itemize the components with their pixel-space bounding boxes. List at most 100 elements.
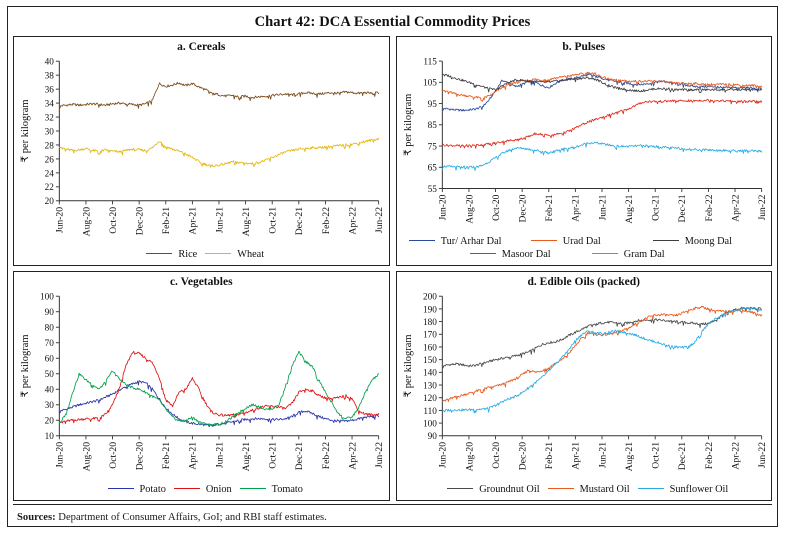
legend-swatch-icon — [107, 488, 134, 489]
legend-item: Mustard Oil — [540, 484, 630, 495]
svg-text:Apr-22: Apr-22 — [731, 442, 741, 470]
svg-text:150: 150 — [423, 356, 437, 366]
svg-chart-edible-oils: 90 100 110 120 130 140 150 160 170 180 190 200 ₹ per… — [402, 292, 768, 472]
chart-outer-frame: Chart 42: DCA Essential Commodity Prices… — [7, 6, 778, 527]
svg-text:Oct-20: Oct-20 — [491, 194, 501, 221]
legend-swatch-icon — [239, 488, 266, 489]
svg-text:Jun-21: Jun-21 — [598, 442, 608, 468]
svg-text:Dec-21: Dec-21 — [295, 207, 305, 236]
svg-text:Aug-20: Aug-20 — [82, 207, 92, 237]
svg-text:40: 40 — [45, 57, 55, 67]
legend-swatch-icon — [652, 240, 679, 241]
legend-edible-oils: Groundnut Oil Mustard Oil Sunflower Oil — [397, 483, 772, 500]
svg-text:Aug-20: Aug-20 — [82, 442, 92, 472]
svg-text:Aug-20: Aug-20 — [465, 194, 475, 223]
legend-swatch-icon — [408, 240, 435, 241]
svg-text:Feb-21: Feb-21 — [162, 207, 172, 235]
svg-text:Apr-21: Apr-21 — [571, 194, 581, 222]
svg-text:Jun-20: Jun-20 — [438, 194, 448, 220]
svg-text:Apr-21: Apr-21 — [571, 442, 581, 470]
legend-swatch-icon — [205, 253, 232, 254]
svg-text:Apr-22: Apr-22 — [731, 194, 741, 222]
svg-text:100: 100 — [423, 419, 437, 429]
svg-text:Aug-21: Aug-21 — [625, 194, 635, 223]
svg-text:190: 190 — [423, 305, 437, 315]
svg-text:Dec-20: Dec-20 — [518, 442, 528, 471]
svg-text:90: 90 — [45, 308, 55, 318]
panel-cereals: a. Cereals 20 22 24 26 28 30 32 34 36 38 40 ₹ per k… — [13, 36, 390, 266]
svg-text:110: 110 — [423, 407, 437, 417]
svg-text:70: 70 — [45, 339, 55, 349]
svg-text:115: 115 — [423, 57, 437, 67]
legend-label: Tur/ Arhar Dal — [440, 236, 502, 247]
legend-swatch-icon — [173, 488, 200, 489]
svg-text:65: 65 — [427, 164, 437, 174]
svg-text:Jun-22: Jun-22 — [375, 442, 385, 468]
svg-text:Jun-22: Jun-22 — [758, 442, 768, 468]
legend-label: Groundnut Oil — [479, 484, 540, 495]
svg-text:Jun-21: Jun-21 — [598, 194, 608, 220]
legend-item: Onion — [166, 484, 232, 495]
svg-text:Oct-21: Oct-21 — [269, 207, 279, 234]
svg-text:₹ per kilogram: ₹ per kilogram — [402, 334, 413, 397]
legend-label: Potato — [139, 484, 166, 495]
panel-pulses: b. Pulses 55 65 75 85 95 105 115 ₹ per kilogram… — [395, 36, 772, 266]
panel-title-pulses: b. Pulses — [562, 41, 606, 53]
svg-text:Feb-22: Feb-22 — [704, 442, 714, 470]
legend-vegetables: Potato Onion Tomato — [14, 483, 389, 500]
panel-title-edible-oils: d. Edible Oils (packed) — [527, 276, 640, 288]
svg-text:Jun-21: Jun-21 — [215, 442, 225, 468]
svg-text:Aug-20: Aug-20 — [465, 442, 475, 472]
plot-pulses: 55 65 75 85 95 105 115 ₹ per kilogram Jun-20 Aug-… — [397, 53, 772, 235]
svg-text:Dec-20: Dec-20 — [136, 442, 146, 471]
svg-text:Apr-22: Apr-22 — [349, 207, 359, 235]
legend-label: Mustard Oil — [579, 484, 630, 495]
legend-label: Wheat — [237, 249, 265, 260]
legend-swatch-icon — [469, 253, 496, 254]
footer-divider — [13, 504, 772, 505]
source-text: Department of Consumer Affairs, GoI; and… — [55, 512, 327, 523]
svg-text:Oct-21: Oct-21 — [269, 442, 279, 469]
svg-text:₹ per kilogram: ₹ per kilogram — [402, 94, 413, 156]
chart-grid: a. Cereals 20 22 24 26 28 30 32 34 36 38 40 ₹ per k… — [13, 36, 772, 501]
svg-text:80: 80 — [45, 323, 55, 333]
legend-item: Rice — [138, 249, 197, 260]
legend-item: Tur/ Arhar Dal — [401, 236, 523, 247]
panel-edible-oils: d. Edible Oils (packed) 90 100 110 120 130 14… — [395, 271, 772, 501]
page-title: Chart 42: DCA Essential Commodity Prices — [254, 14, 531, 30]
legend-label: Onion — [205, 484, 232, 495]
svg-text:130: 130 — [423, 381, 437, 391]
svg-text:Jun-20: Jun-20 — [56, 207, 66, 233]
svg-text:10: 10 — [45, 432, 55, 442]
svg-text:160: 160 — [423, 343, 437, 353]
svg-chart-vegetables: 10 20 30 40 50 60 70 80 90 100 ₹ per kilogram Jun-2… — [20, 292, 385, 472]
legend-label: Gram Dal — [623, 249, 665, 260]
svg-text:Dec-20: Dec-20 — [518, 194, 528, 222]
svg-chart-pulses: 55 65 75 85 95 105 115 ₹ per kilogram Jun-20 Aug-… — [402, 57, 767, 223]
svg-text:Feb-22: Feb-22 — [322, 207, 332, 235]
svg-text:100: 100 — [40, 292, 54, 302]
legend-label: Masoor Dal — [501, 249, 551, 260]
svg-text:Oct-21: Oct-21 — [651, 442, 661, 469]
legend-item: Potato — [100, 484, 166, 495]
svg-text:40: 40 — [45, 386, 55, 396]
legend-item: Tomato — [232, 484, 303, 495]
legend-swatch-icon — [146, 253, 173, 254]
svg-text:90: 90 — [427, 432, 437, 442]
svg-text:Jun-22: Jun-22 — [375, 207, 385, 233]
legend-label: Tomato — [271, 484, 303, 495]
legend-label: Urad Dal — [562, 236, 601, 247]
svg-text:200: 200 — [423, 292, 437, 302]
svg-text:Dec-21: Dec-21 — [295, 442, 305, 471]
svg-text:75: 75 — [427, 142, 437, 152]
plot-edible-oils: 90 100 110 120 130 140 150 160 170 180 190 200 ₹ per… — [397, 288, 772, 483]
svg-text:Aug-21: Aug-21 — [242, 442, 252, 472]
svg-text:95: 95 — [427, 100, 437, 110]
panel-title-vegetables: c. Vegetables — [169, 276, 233, 288]
panel-title-cereals: a. Cereals — [177, 41, 226, 53]
svg-text:Aug-21: Aug-21 — [625, 442, 635, 472]
svg-text:Dec-21: Dec-21 — [678, 442, 688, 471]
svg-text:Oct-21: Oct-21 — [651, 194, 661, 221]
svg-text:24: 24 — [45, 169, 55, 179]
svg-text:85: 85 — [427, 121, 437, 131]
